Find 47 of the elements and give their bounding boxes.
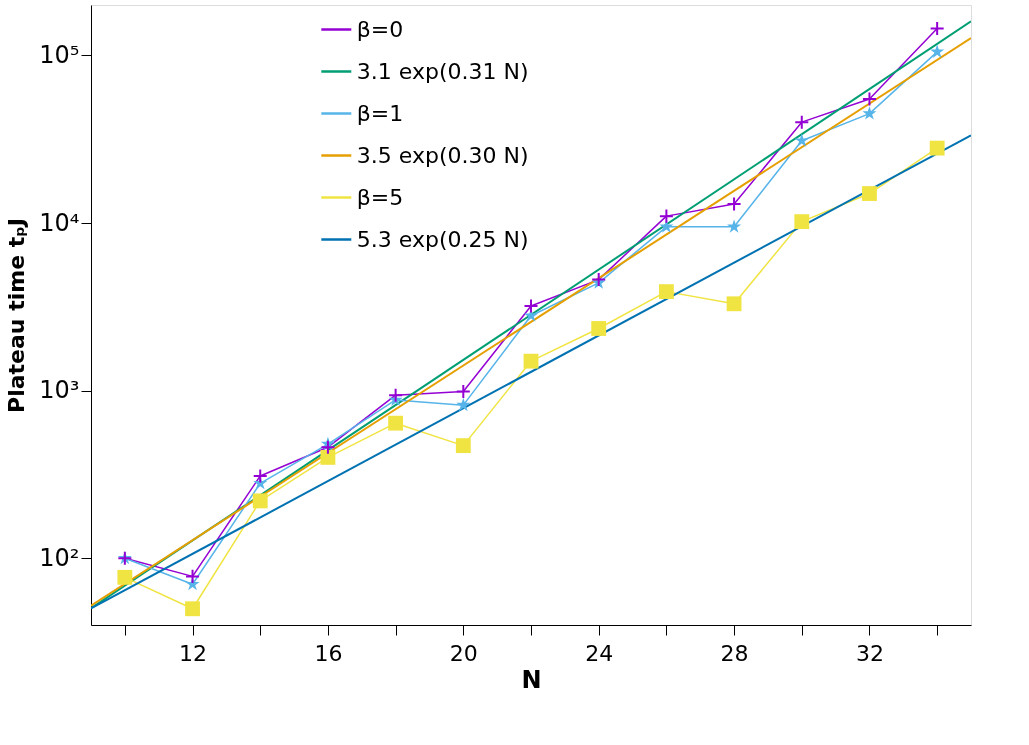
point	[862, 106, 877, 120]
point	[726, 196, 742, 212]
point	[591, 321, 607, 336]
legend-label: β=5	[356, 184, 404, 210]
point	[388, 415, 404, 431]
point	[726, 296, 742, 312]
point	[185, 601, 200, 617]
legend-label: β=0	[356, 16, 404, 42]
point	[456, 397, 471, 412]
point	[117, 569, 133, 585]
legend-label: 5.3 exp(0.25 N)	[356, 226, 529, 252]
point	[320, 439, 336, 455]
point	[455, 438, 471, 454]
x-tick-label: 28	[720, 640, 749, 666]
y-tick-label: 10³	[39, 376, 80, 405]
x-tick-label: 20	[449, 640, 478, 666]
point	[523, 298, 539, 314]
legend-label: 3.1 exp(0.31 N)	[356, 58, 529, 84]
point	[658, 208, 674, 224]
point	[861, 91, 877, 107]
point	[658, 284, 674, 300]
x-axis-title: N	[521, 665, 542, 694]
y-tick-label: 10²	[39, 543, 80, 572]
x-tick-label: 32	[855, 640, 884, 666]
point	[727, 219, 742, 233]
y-axis-title: Plateau time tₚJ	[4, 218, 30, 413]
point	[794, 114, 810, 130]
y-tick-label: 10⁵	[39, 40, 80, 69]
point	[862, 186, 877, 201]
point	[388, 387, 404, 403]
legend-label: 3.5 exp(0.30 N)	[356, 142, 529, 168]
point	[252, 493, 268, 509]
legend-label: β=1	[356, 100, 404, 126]
x-tick-label: 16	[314, 640, 343, 666]
point	[794, 133, 809, 147]
point	[523, 353, 539, 369]
point	[185, 568, 201, 584]
point	[930, 44, 945, 58]
point	[252, 468, 268, 484]
point	[794, 214, 810, 230]
y-tick-label: 10⁴	[39, 208, 80, 237]
x-tick-label: 24	[585, 640, 614, 666]
point	[929, 20, 945, 36]
x-tick-label: 12	[179, 640, 208, 666]
point	[929, 140, 945, 156]
point	[320, 449, 336, 465]
point	[455, 383, 471, 399]
